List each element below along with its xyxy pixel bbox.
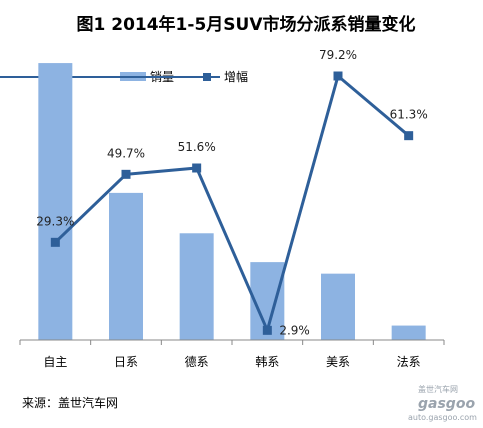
line-point-4 — [333, 71, 343, 81]
x-tick-label: 日系 — [114, 355, 138, 369]
data-label-4: 79.2% — [319, 48, 357, 62]
bar-1 — [109, 192, 143, 340]
legend-swatch-marker — [203, 73, 211, 81]
line-point-5 — [404, 131, 414, 141]
watermark-url: auto.gasgoo.com — [408, 413, 477, 422]
bar-4 — [321, 273, 355, 340]
plot-area: 自主 日系 德系 韩系 美系 法系 29.3% 49.7% 51.6% 2.9% 79.2% 61.3… — [19, 48, 445, 369]
data-label-2: 51.6% — [178, 140, 216, 154]
chart-title: 图1 2014年1-5月SUV市场分派系销量变化 — [77, 14, 416, 35]
legend-label-line: 增幅 — [224, 69, 248, 84]
data-label-1: 49.7% — [107, 146, 145, 160]
watermark-cn: 盖世汽车网 — [418, 384, 458, 394]
line-point-0 — [50, 237, 60, 247]
x-tick-label: 韩系 — [255, 354, 279, 369]
x-tick-label: 法系 — [397, 355, 421, 369]
series-line-growth — [54, 73, 410, 335]
line-point-2 — [192, 163, 202, 173]
data-label-5: 61.3% — [390, 108, 428, 122]
line-point-1 — [121, 169, 131, 179]
bar-5 — [391, 325, 426, 340]
data-label-3: 2.9% — [279, 323, 310, 337]
bar-0 — [38, 63, 73, 340]
legend: 销量 增幅 — [0, 69, 248, 84]
x-tick-label: 美系 — [326, 355, 350, 369]
bar-2 — [179, 233, 214, 340]
x-tick-label: 自主 — [43, 355, 67, 369]
watermark-brand: gasgoo — [418, 396, 475, 412]
x-tick-label: 德系 — [185, 354, 209, 369]
watermark-logo: 盖世汽车网 gasgoo auto.gasgoo.com — [408, 384, 477, 422]
source-note: 来源：盖世汽车网 — [22, 395, 118, 410]
line-point-3 — [262, 325, 272, 335]
data-label-0: 29.3% — [36, 214, 74, 228]
